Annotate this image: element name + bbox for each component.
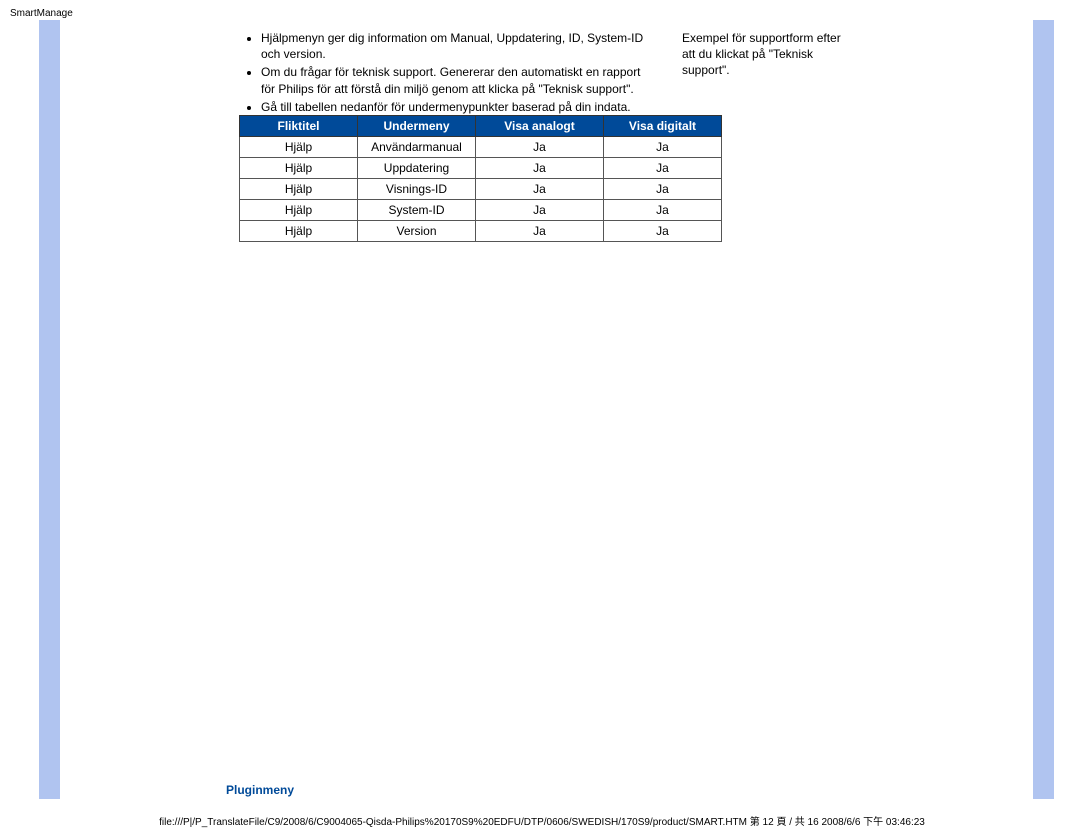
bullet-item: Hjälpmenyn ger dig information om Manual… [261,30,653,62]
table-cell: Hjälp [240,179,358,200]
table-cell: Visnings-ID [358,179,476,200]
left-accent-bar [39,20,60,799]
bullet-list-container: Hjälpmenyn ger dig information om Manual… [243,30,653,117]
bullet-item: Gå till tabellen nedanför för undermenyp… [261,99,653,115]
table-cell: Version [358,221,476,242]
table-cell: Ja [476,221,604,242]
content-area: Hjälpmenyn ger dig information om Manual… [60,20,1033,799]
table-cell: Hjälp [240,137,358,158]
table-cell: System-ID [358,200,476,221]
table-cell: Ja [604,137,722,158]
table-cell: Ja [476,200,604,221]
table-cell: Hjälp [240,200,358,221]
table-cell: Hjälp [240,158,358,179]
table-cell: Ja [604,158,722,179]
table-row: Hjälp Användarmanual Ja Ja [240,137,722,158]
table-header: Fliktitel [240,116,358,137]
table-header-row: Fliktitel Undermeny Visa analogt Visa di… [240,116,722,137]
table-cell: Ja [476,179,604,200]
page-title: SmartManage [10,8,73,19]
table-row: Hjälp Version Ja Ja [240,221,722,242]
section-heading: Pluginmeny [226,783,294,797]
table-header: Undermeny [358,116,476,137]
table-row: Hjälp Visnings-ID Ja Ja [240,179,722,200]
side-caption: Exempel för supportform efter att du kli… [682,30,847,79]
table-cell: Användarmanual [358,137,476,158]
table-row: Hjälp Uppdatering Ja Ja [240,158,722,179]
table-header: Visa analogt [476,116,604,137]
table-cell: Uppdatering [358,158,476,179]
bullet-list: Hjälpmenyn ger dig information om Manual… [243,30,653,115]
table-cell: Hjälp [240,221,358,242]
table-cell: Ja [604,200,722,221]
right-accent-bar [1033,20,1054,799]
table-cell: Ja [476,158,604,179]
table-cell: Ja [604,179,722,200]
table-row: Hjälp System-ID Ja Ja [240,200,722,221]
footer-path: file:///P|/P_TranslateFile/C9/2008/6/C90… [12,813,1072,828]
bullet-item: Om du frågar för teknisk support. Genere… [261,64,653,96]
submenu-table: Fliktitel Undermeny Visa analogt Visa di… [239,115,722,242]
table-cell: Ja [476,137,604,158]
table-header: Visa digitalt [604,116,722,137]
table-cell: Ja [604,221,722,242]
